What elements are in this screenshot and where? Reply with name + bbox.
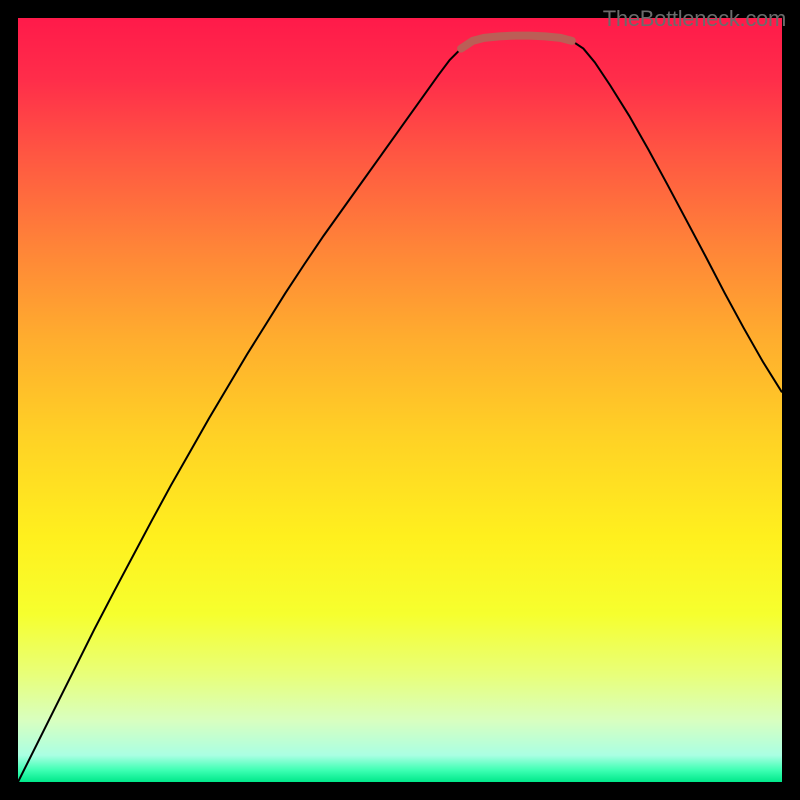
plot-svg (18, 18, 782, 782)
chart-frame: TheBottleneck.com (0, 0, 800, 800)
gradient-background (18, 18, 782, 782)
plot-area (18, 18, 782, 782)
